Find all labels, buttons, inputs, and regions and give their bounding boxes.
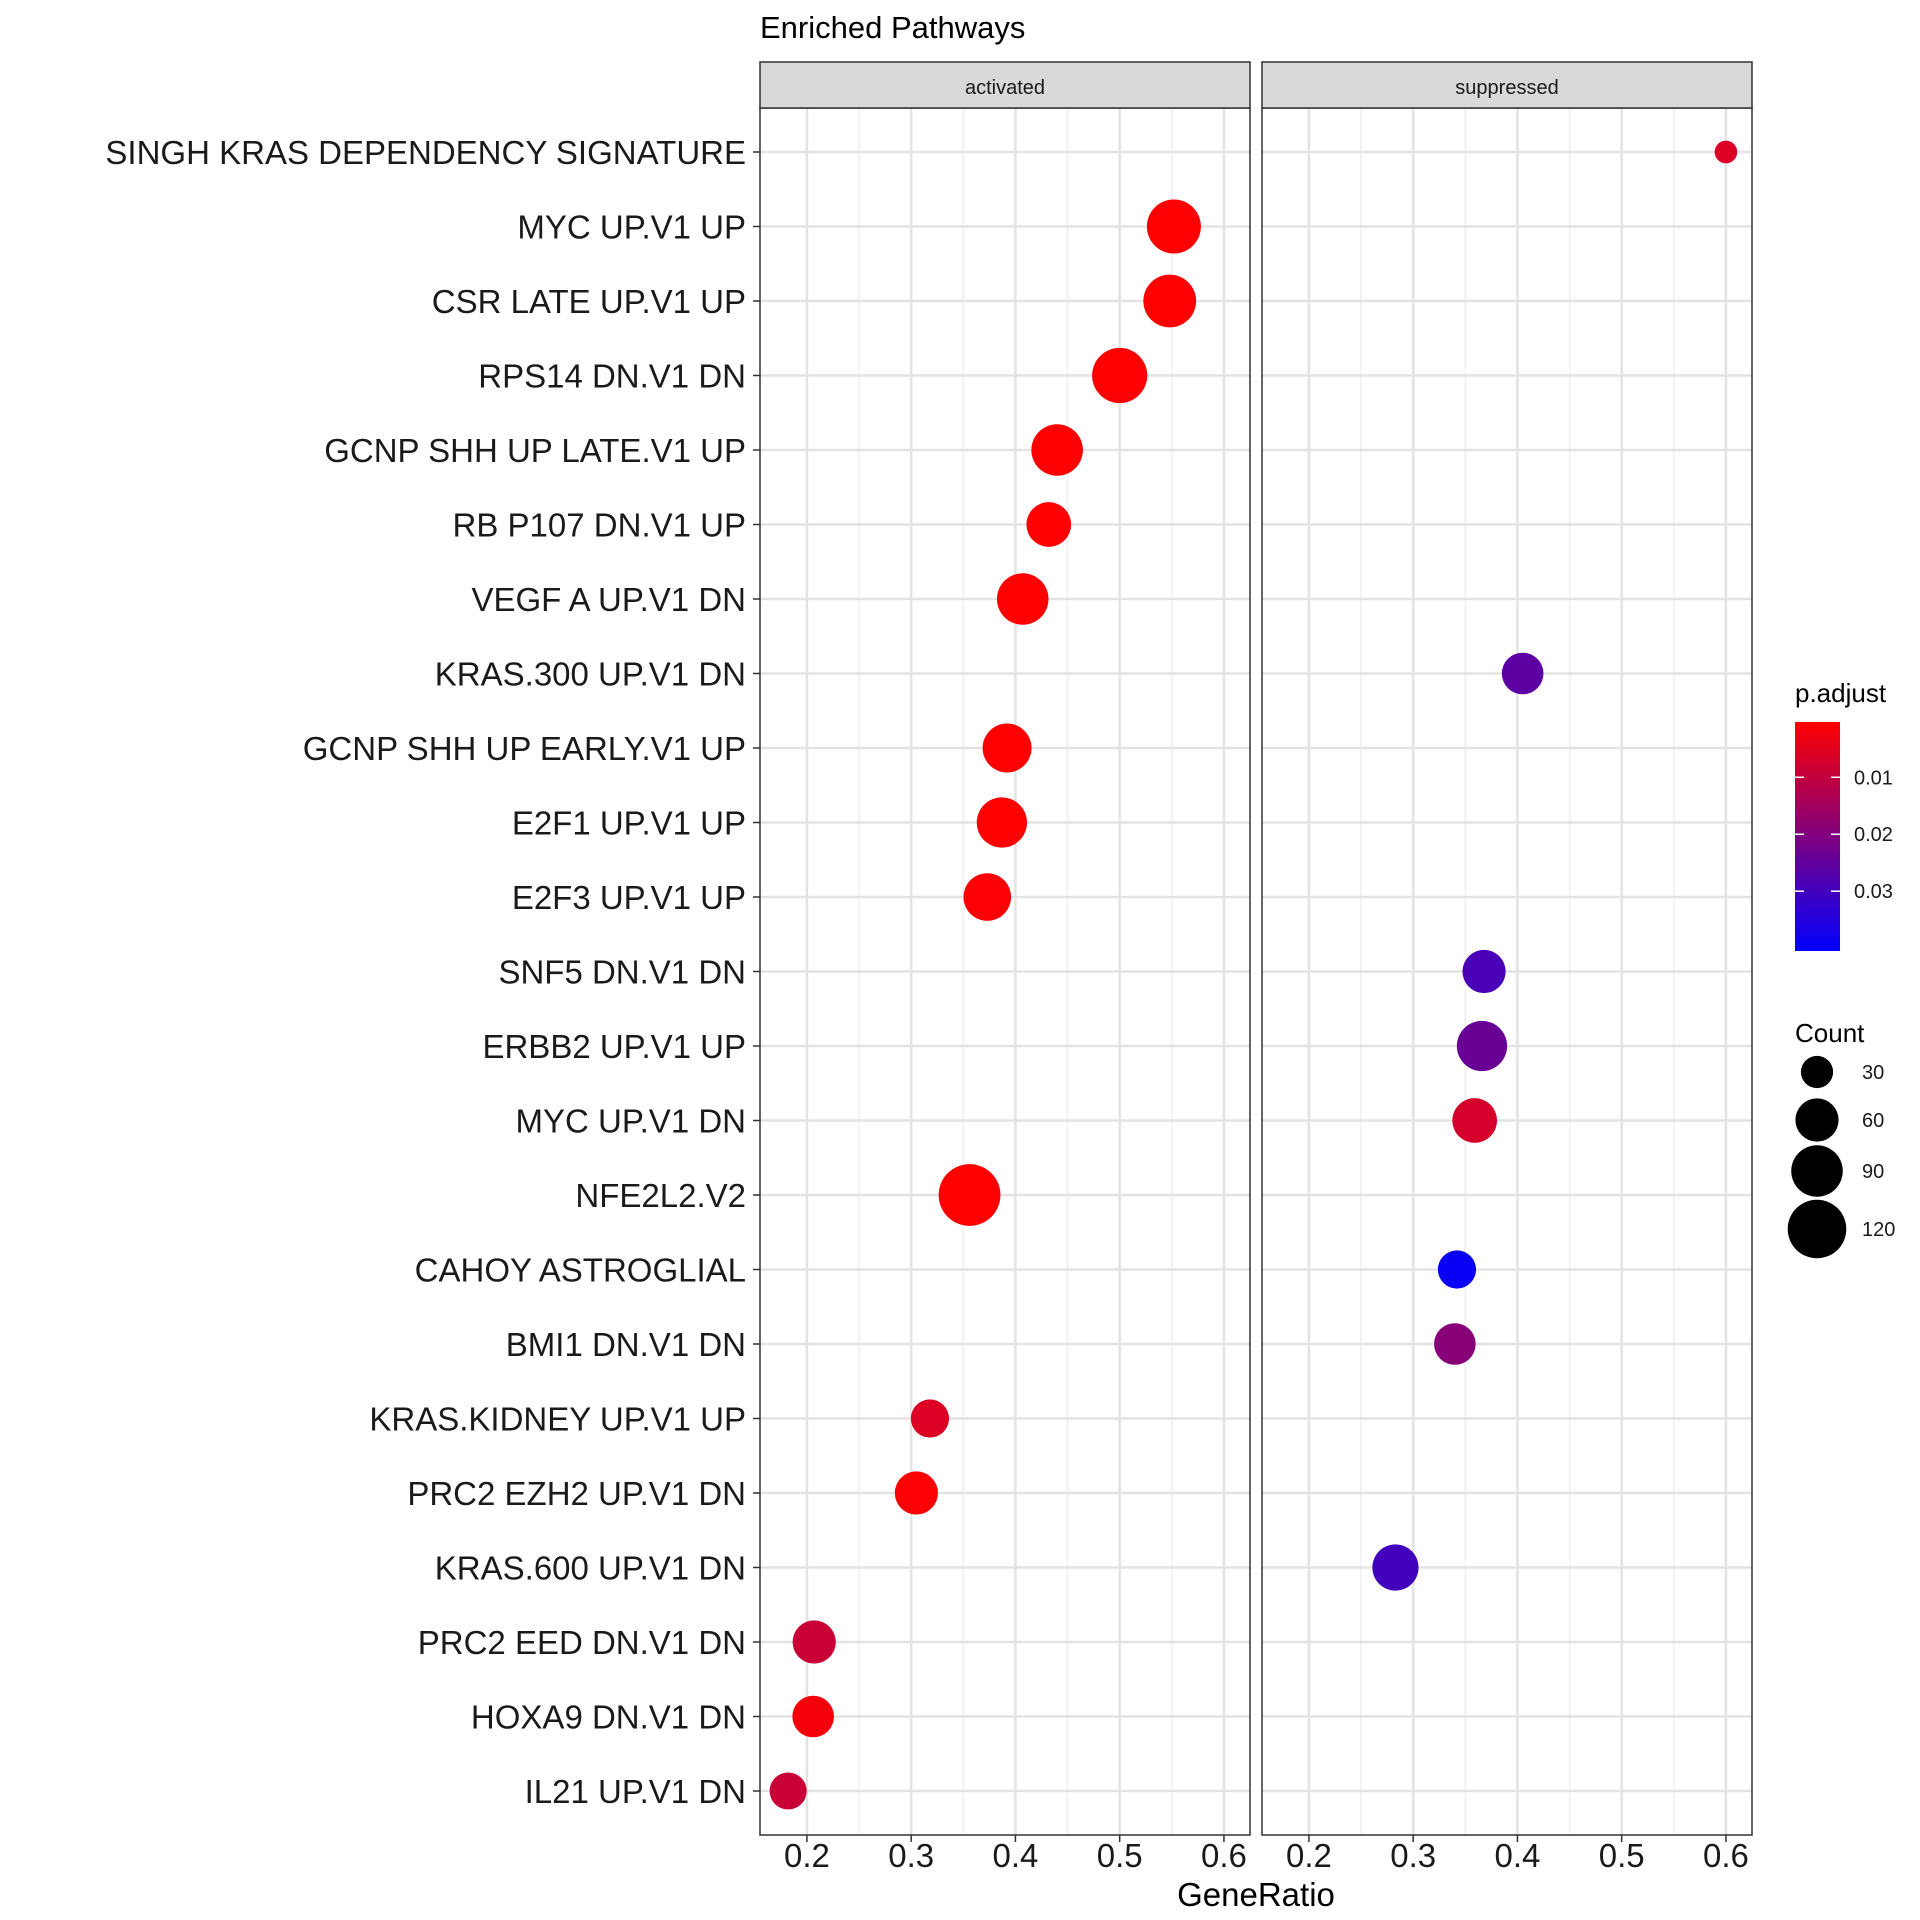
y-tick-label: GCNP SHH UP LATE.V1 UP (324, 432, 746, 469)
y-tick-label: MYC UP.V1 DN (516, 1103, 746, 1140)
point-suppressed (1372, 1544, 1419, 1591)
strip-suppressed-label: suppressed (1455, 77, 1558, 99)
size-key-circle (1795, 1098, 1839, 1142)
y-tick-label: CAHOY ASTROGLIAL (415, 1252, 746, 1289)
y-tick-label: HOXA9 DN.V1 DN (471, 1699, 746, 1736)
panel-activated: activated (759, 61, 1251, 1836)
point-activated (976, 797, 1027, 848)
size-key-label: 60 (1862, 1110, 1884, 1132)
y-tick-label: GCNP SHH UP EARLY.V1 UP (303, 730, 746, 767)
point-activated (894, 1471, 938, 1515)
chart-title: Enriched Pathways (760, 10, 1025, 45)
point-activated (1143, 274, 1197, 328)
y-tick-label: BMI1 DN.V1 DN (506, 1326, 746, 1363)
strip-activated (759, 61, 1251, 109)
point-activated (1026, 502, 1072, 547)
x-tick-label-suppressed: 0.3 (1390, 1837, 1436, 1874)
legend-p-adjust-title: p.adjust (1795, 678, 1887, 708)
x-tick-label-activated: 0.2 (784, 1837, 830, 1874)
y-tick-label: KRAS.KIDNEY UP.V1 UP (369, 1401, 746, 1438)
point-activated (982, 723, 1032, 773)
point-activated (1092, 347, 1148, 404)
x-tick-label-suppressed: 0.6 (1703, 1837, 1749, 1874)
point-suppressed (1437, 1250, 1477, 1289)
y-tick-label: KRAS.600 UP.V1 DN (435, 1550, 746, 1587)
point-activated (1146, 199, 1201, 254)
legend-p-adjust: p.adjust 0.01 0.02 0.03 (1795, 678, 1893, 951)
legend-p-adjust-ticks: 0.01 0.02 0.03 (1795, 767, 1893, 903)
y-tick-label: MYC UP.V1 UP (517, 209, 746, 246)
point-activated (910, 1399, 950, 1438)
y-tick-label: ERBB2 UP.V1 UP (482, 1028, 746, 1065)
point-suppressed (1456, 1020, 1508, 1072)
colorbar-tick-label: 0.03 (1854, 881, 1893, 903)
point-activated (1031, 424, 1083, 476)
y-tick-label: E2F3 UP.V1 UP (512, 879, 746, 916)
point-suppressed (1434, 1323, 1476, 1365)
size-key-label: 30 (1862, 1062, 1884, 1084)
y-tick-label: CSR LATE UP.V1 UP (432, 283, 746, 320)
colorbar-tick-label: 0.02 (1854, 824, 1893, 846)
point-activated (792, 1695, 834, 1738)
colorbar-tick-label: 0.01 (1854, 767, 1893, 789)
strip-activated-label: activated (965, 77, 1045, 99)
legend-count-title: Count (1795, 1018, 1865, 1048)
point-activated (769, 1772, 807, 1810)
y-tick-label: E2F1 UP.V1 UP (512, 805, 746, 842)
legend-p-adjust-colorbar (1795, 722, 1840, 951)
y-tick-label: RB P107 DN.V1 UP (453, 507, 746, 544)
y-tick-label: RPS14 DN.V1 DN (478, 358, 746, 395)
x-tick-label-suppressed: 0.2 (1286, 1837, 1332, 1874)
x-axis: 0.2 0.3 0.4 0.5 0.6 0.2 0.3 0.4 0.5 0.6 (784, 1835, 1749, 1874)
points-activated (769, 199, 1201, 1810)
points-suppressed (1372, 140, 1738, 1591)
y-tick-label: PRC2 EZH2 UP.V1 DN (407, 1475, 746, 1512)
y-tick-label: PRC2 EED DN.V1 DN (418, 1624, 746, 1661)
point-suppressed (1714, 140, 1738, 164)
point-activated (792, 1620, 836, 1664)
strip-suppressed (1261, 61, 1753, 109)
size-key-circle (1800, 1055, 1834, 1089)
x-tick-label-activated: 0.3 (888, 1837, 934, 1874)
legend-count-items: 30 60 90 120 (1787, 1055, 1895, 1259)
legend-count: Count 30 60 90 120 (1787, 1018, 1895, 1259)
size-key-circle (1791, 1145, 1843, 1197)
y-tick-label: SINGH KRAS DEPENDENCY SIGNATURE (105, 134, 746, 171)
x-tick-label-suppressed: 0.4 (1494, 1837, 1540, 1874)
point-suppressed (1462, 949, 1506, 994)
y-tick-label: VEGF A UP.V1 DN (471, 581, 746, 618)
y-tick-label: KRAS.300 UP.V1 DN (435, 656, 746, 693)
point-activated (963, 873, 1012, 921)
panel-suppressed: suppressed (1261, 61, 1753, 1836)
point-suppressed (1452, 1098, 1498, 1143)
size-key-label: 90 (1862, 1161, 1884, 1183)
y-axis: SINGH KRAS DEPENDENCY SIGNATURE MYC UP.V1… (105, 134, 760, 1810)
x-tick-label-activated: 0.6 (1201, 1837, 1247, 1874)
size-key-label: 120 (1862, 1219, 1895, 1241)
point-activated (996, 573, 1049, 625)
x-tick-label-activated: 0.4 (992, 1837, 1038, 1874)
y-tick-label: NFE2L2.V2 (575, 1177, 746, 1214)
y-tick-label: IL21 UP.V1 DN (525, 1773, 746, 1810)
y-tick-label: SNF5 DN.V1 DN (498, 954, 746, 991)
x-axis-title: GeneRatio (1177, 1876, 1335, 1913)
x-tick-label-suppressed: 0.5 (1599, 1837, 1645, 1874)
point-activated (938, 1164, 1001, 1226)
size-key-circle (1787, 1199, 1847, 1259)
x-tick-label-activated: 0.5 (1097, 1837, 1143, 1874)
point-suppressed (1501, 652, 1544, 695)
